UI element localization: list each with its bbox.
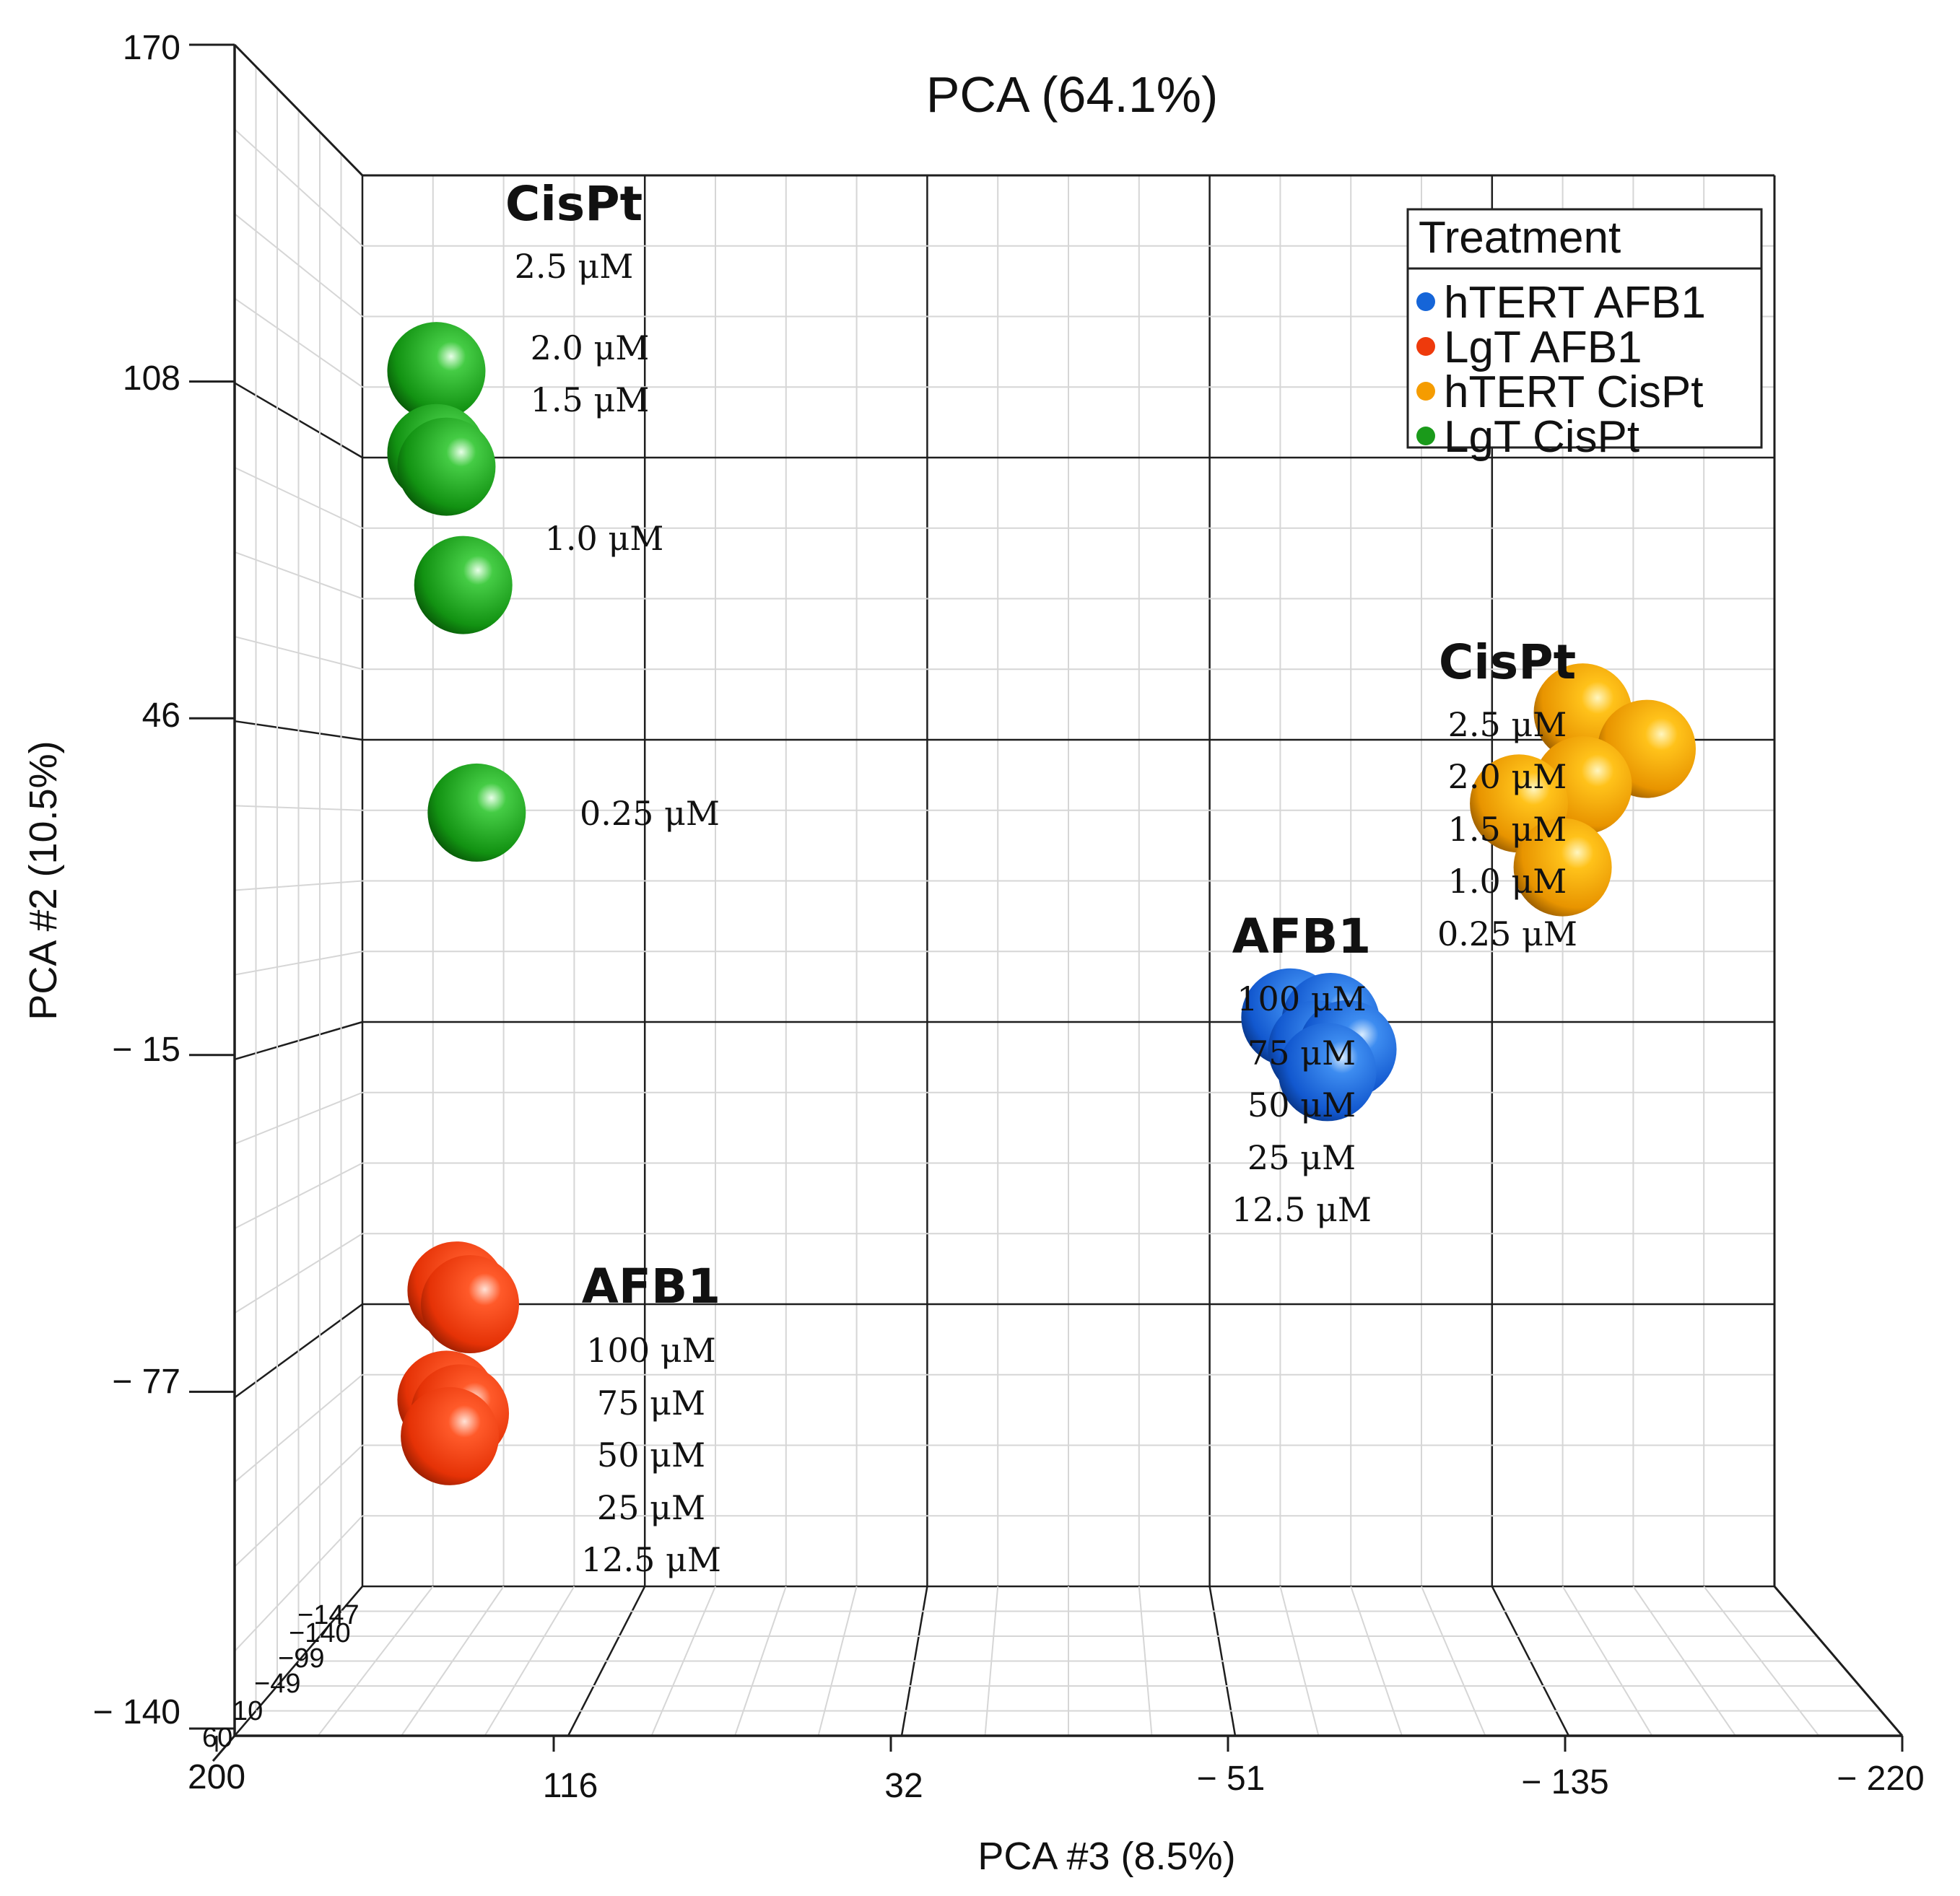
y-tick-label: 46 — [142, 696, 180, 735]
x-tick-label: 200 — [188, 1758, 245, 1796]
x-tick-label: 32 — [884, 1767, 923, 1805]
annotation-label: 1.5 μM — [531, 380, 650, 419]
data-point — [387, 322, 486, 421]
legend-label: hTERT AFB1 — [1444, 278, 1706, 328]
data-points — [387, 322, 1697, 1485]
x-tick-label: − 135 — [1521, 1763, 1608, 1801]
annotation-label: 0.25 μM — [1437, 914, 1577, 953]
x-axis-ticks: 200 116 32 − 51 − 135 − 220 — [188, 1758, 1925, 1805]
annotation-title: CisPt — [505, 176, 643, 232]
z-tick-label: 10 — [232, 1696, 263, 1726]
series-htert-cispt — [1470, 663, 1697, 917]
legend-frame — [1406, 208, 1763, 449]
annotation-title: CisPt — [1439, 634, 1576, 690]
annotation-htert-afb1: AFB1 100 μM 75 μM 50 μM 25 μM 12.5 μM — [1232, 909, 1372, 1229]
data-point — [1278, 1023, 1377, 1122]
legend-marker — [1416, 337, 1435, 356]
series-htert-afb1 — [1241, 968, 1397, 1122]
annotation-label: 2.5 μM — [1448, 705, 1567, 744]
x-tick-label: − 51 — [1197, 1760, 1266, 1798]
annotation-label: 1.5 μM — [1448, 810, 1567, 849]
annotation-label: 75 μM — [1247, 1034, 1356, 1072]
data-point — [401, 1386, 500, 1485]
legend-label: hTERT CisPt — [1444, 367, 1703, 417]
annotation-label: 100 μM — [586, 1331, 715, 1370]
data-point — [1513, 818, 1612, 917]
annotation-lgt-cispt: CisPt 2.5 μM 2.0 μM 1.5 μM 1.0 μM 0.25 μ… — [505, 176, 720, 833]
y-tick-label: 108 — [123, 359, 180, 398]
y-axis-ticks: 170 108 46 − 15 − 77 − 140 — [93, 29, 180, 1731]
annotation-label: 2.0 μM — [1448, 757, 1567, 796]
data-point — [414, 536, 513, 634]
annotation-label: 12.5 μM — [581, 1540, 721, 1579]
z-tick-label: −99 — [278, 1643, 324, 1674]
x-axis-title: PCA #3 (8.5%) — [977, 1835, 1235, 1878]
data-point — [397, 417, 496, 516]
annotation-lgt-afb1: AFB1 100 μM 75 μM 50 μM 25 μM 12.5 μM — [581, 1259, 721, 1579]
annotation-label: 25 μM — [1247, 1138, 1356, 1177]
annotation-label: 12.5 μM — [1232, 1190, 1372, 1229]
annotation-title: AFB1 — [582, 1259, 720, 1314]
legend-label: LgT CisPt — [1444, 412, 1639, 462]
legend-marker — [1416, 292, 1435, 311]
series-lgt-afb1 — [397, 1241, 520, 1485]
z-tick-label: −140 — [289, 1618, 351, 1648]
y-tick-label: − 77 — [112, 1363, 180, 1401]
legend-label: LgT AFB1 — [1444, 323, 1642, 372]
annotation-label: 75 μM — [597, 1384, 705, 1423]
box-edge — [233, 43, 364, 177]
annotation-label: 25 μM — [597, 1488, 705, 1527]
z-axis-ticks: 60 10 −49 −99 −140 −147 — [202, 1600, 360, 1753]
y-axis-title: PCA #2 (10.5%) — [22, 741, 65, 1020]
z-tick-label: −49 — [254, 1669, 300, 1699]
annotation-label: 2.5 μM — [515, 247, 634, 286]
z-tick-label: 60 — [202, 1723, 232, 1753]
annotation-label: 50 μM — [597, 1436, 705, 1475]
data-point — [427, 763, 526, 862]
annotation-label: 2.0 μM — [531, 328, 650, 367]
x-tick-label: − 220 — [1837, 1760, 1924, 1798]
annotation-title: AFB1 — [1232, 909, 1371, 964]
chart-title: PCA (64.1%) — [926, 66, 1219, 123]
annotation-label: 100 μM — [1237, 979, 1366, 1018]
z-tick-label: −147 — [297, 1600, 360, 1630]
annotation-label: 50 μM — [1247, 1085, 1356, 1124]
annotation-label: 0.25 μM — [580, 794, 720, 833]
data-point — [421, 1255, 520, 1353]
box-edge — [1773, 1586, 1904, 1736]
legend-marker — [1416, 382, 1435, 401]
y-tick-label: − 140 — [93, 1693, 180, 1731]
series-lgt-cispt — [387, 322, 526, 862]
y-tick-label: − 15 — [112, 1031, 180, 1069]
x-tick-label: 116 — [543, 1767, 598, 1805]
annotation-label: 1.0 μM — [1448, 862, 1567, 901]
legend-marker — [1416, 427, 1435, 445]
annotation-label: 1.0 μM — [545, 519, 664, 558]
z-axis-line — [212, 1735, 236, 1762]
legend-title: Treatment — [1419, 213, 1621, 263]
annotation-htert-cispt: CisPt 2.5 μM 2.0 μM 1.5 μM 1.0 μM 0.25 μ… — [1437, 634, 1577, 953]
y-tick-label: 170 — [123, 29, 180, 67]
